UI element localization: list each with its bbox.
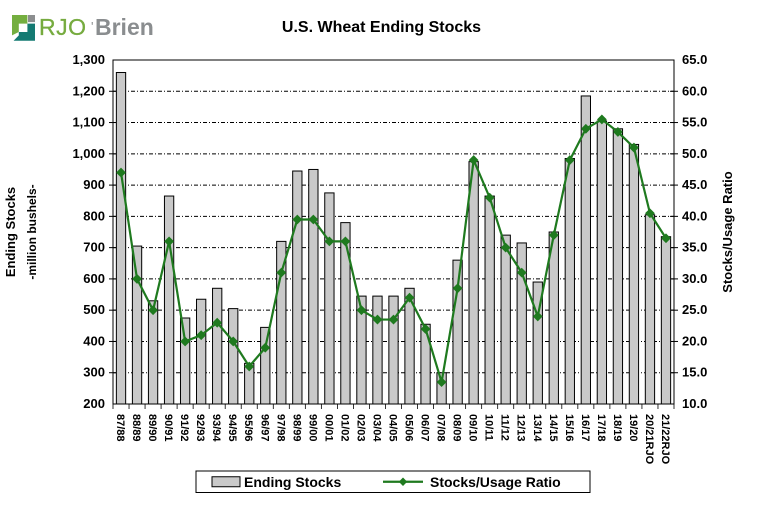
svg-text:96/97: 96/97 [258,414,270,442]
svg-text:14/15: 14/15 [547,414,559,442]
svg-text:01/02: 01/02 [338,414,350,442]
svg-text:98/99: 98/99 [290,414,302,442]
svg-text:55.0: 55.0 [682,115,707,130]
svg-text:95/96: 95/96 [242,414,254,442]
svg-text:00/01: 00/01 [322,414,334,442]
svg-text:03/04: 03/04 [370,414,382,442]
svg-text:25.0: 25.0 [682,302,707,317]
svg-text:17/18: 17/18 [595,414,607,442]
svg-text:18/19: 18/19 [611,414,623,442]
svg-text:10/11: 10/11 [483,414,495,441]
svg-text:20/21RJO: 20/21RJO [643,414,655,465]
svg-text:89/90: 89/90 [146,414,158,442]
svg-text:10.0: 10.0 [682,396,707,411]
svg-text:65.0: 65.0 [682,52,707,67]
svg-text:700: 700 [83,240,105,255]
svg-text:15.0: 15.0 [682,365,707,380]
svg-text:08/09: 08/09 [451,414,463,442]
svg-text:45.0: 45.0 [682,177,707,192]
svg-text:05/06: 05/06 [403,414,415,442]
svg-text:87/88: 87/88 [114,414,126,442]
svg-text:900: 900 [83,177,105,192]
svg-text:02/03: 02/03 [354,414,366,442]
svg-text:1,000: 1,000 [72,146,105,161]
svg-text:Stocks/Usage Ratio: Stocks/Usage Ratio [430,474,561,490]
svg-text:Stocks/Usage Ratio: Stocks/Usage Ratio [720,171,735,292]
svg-text:19/20: 19/20 [627,414,639,442]
svg-text:20.0: 20.0 [682,333,707,348]
svg-text:1,300: 1,300 [72,52,105,67]
svg-text:600: 600 [83,271,105,286]
svg-text:91/92: 91/92 [178,414,190,442]
svg-text:16/17: 16/17 [579,414,591,442]
svg-text:21/22RJO: 21/22RJO [659,414,671,465]
svg-text:30.0: 30.0 [682,271,707,286]
svg-text:40.0: 40.0 [682,208,707,223]
svg-text:-million bushels-: -million bushels- [25,184,39,279]
svg-text:99/00: 99/00 [306,414,318,442]
svg-text:94/95: 94/95 [226,414,238,442]
svg-text:88/89: 88/89 [130,414,142,442]
svg-text:1,100: 1,100 [72,115,105,130]
svg-text:06/07: 06/07 [419,414,431,442]
svg-text:09/10: 09/10 [467,414,479,442]
svg-text:04/05: 04/05 [387,414,399,442]
svg-text:300: 300 [83,365,105,380]
svg-text:13/14: 13/14 [531,414,543,442]
svg-text:07/08: 07/08 [435,414,447,442]
svg-text:97/98: 97/98 [274,414,286,442]
svg-text:35.0: 35.0 [682,240,707,255]
svg-text:800: 800 [83,208,105,223]
svg-text:500: 500 [83,302,105,317]
svg-text:1,200: 1,200 [72,83,105,98]
svg-text:Ending Stocks: Ending Stocks [244,474,341,490]
svg-text:Ending Stocks: Ending Stocks [3,187,18,277]
svg-text:50.0: 50.0 [682,146,707,161]
svg-text:12/13: 12/13 [515,414,527,442]
svg-text:93/94: 93/94 [210,414,222,442]
svg-text:11/12: 11/12 [499,414,511,441]
svg-text:400: 400 [83,333,105,348]
svg-text:15/16: 15/16 [563,414,575,442]
svg-text:92/93: 92/93 [194,414,206,442]
svg-text:200: 200 [83,396,105,411]
svg-text:90/91: 90/91 [162,414,174,442]
svg-text:60.0: 60.0 [682,83,707,98]
